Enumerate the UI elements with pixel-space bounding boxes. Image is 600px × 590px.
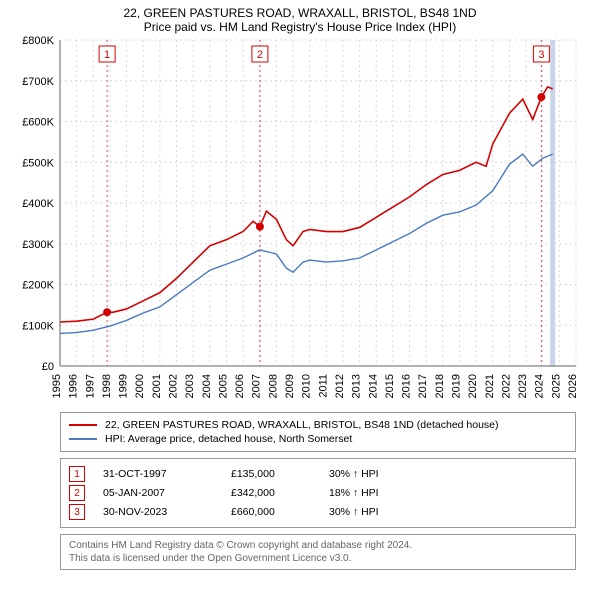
y-tick-label: £700K [22,76,54,88]
sale-diff: 18% ↑ HPI [329,487,409,499]
y-tick-label: £200K [22,280,54,292]
sale-marker-dot [103,308,111,316]
x-tick-label: 2004 [201,374,213,398]
attribution-line2: This data is licensed under the Open Gov… [69,552,567,565]
sale-row-badge: 2 [69,485,85,501]
x-tick-label: 2018 [434,374,446,398]
sale-diff: 30% ↑ HPI [329,506,409,518]
sale-row-badge: 1 [69,466,85,482]
y-tick-label: £0 [42,361,54,373]
y-tick-label: £300K [22,239,54,251]
attribution: Contains HM Land Registry data © Crown c… [60,534,576,570]
x-tick-label: 2002 [168,374,180,398]
x-tick-label: 2007 [251,374,263,398]
x-tick-label: 2021 [484,374,496,398]
sale-row-badge: 3 [69,504,85,520]
x-tick-label: 2026 [567,374,579,398]
y-tick-label: £400K [22,198,54,210]
sale-diff: 30% ↑ HPI [329,468,409,480]
sale-date: 31-OCT-1997 [103,468,213,480]
sale-row: 3 30-NOV-2023 £660,000 30% ↑ HPI [69,504,567,520]
sale-price: £660,000 [231,506,311,518]
x-tick-label: 2022 [500,374,512,398]
x-tick-label: 1998 [101,374,113,398]
x-tick-label: 2015 [384,374,396,398]
x-tick-label: 2014 [367,374,379,398]
y-tick-label: £100K [22,320,54,332]
attribution-line1: Contains HM Land Registry data © Crown c… [69,539,567,552]
x-tick-label: 2020 [467,374,479,398]
x-tick-label: 2011 [317,374,329,398]
x-tick-label: 2017 [417,374,429,398]
legend-swatch [69,438,97,440]
legend-item: HPI: Average price, detached house, Nort… [69,433,567,445]
y-tick-label: £500K [22,157,54,169]
sale-marker-dot [256,223,264,231]
price-chart: £0 £100K £200K £300K £400K £500K £600K £700K £80… [0,36,600,406]
sale-badge-number: 2 [257,49,263,61]
title-line2: Price paid vs. HM Land Registry's House … [10,20,590,34]
legend-label: HPI: Average price, detached house, Nort… [105,433,352,445]
x-tick-label: 2019 [450,374,462,398]
x-tick-label: 2025 [550,374,562,398]
legend-label: 22, GREEN PASTURES ROAD, WRAXALL, BRISTO… [105,419,499,431]
sale-price: £342,000 [231,487,311,499]
legend-item: 22, GREEN PASTURES ROAD, WRAXALL, BRISTO… [69,419,567,431]
x-tick-label: 2001 [151,374,163,398]
sale-date: 30-NOV-2023 [103,506,213,518]
x-tick-label: 2012 [334,374,346,398]
x-tick-label: 2006 [234,374,246,398]
title-line1: 22, GREEN PASTURES ROAD, WRAXALL, BRISTO… [10,6,590,20]
x-tick-label: 2000 [134,374,146,398]
sales-table: 1 31-OCT-1997 £135,000 30% ↑ HPI 2 05-JAN-200… [60,458,576,528]
sale-price: £135,000 [231,468,311,480]
x-tick-label: 2024 [534,374,546,398]
x-tick-label: 2009 [284,374,296,398]
y-tick-label: £600K [22,117,54,129]
x-tick-label: 2010 [301,374,313,398]
sale-row: 1 31-OCT-1997 £135,000 30% ↑ HPI [69,466,567,482]
sale-marker-dot [537,93,545,101]
sale-badge-number: 1 [104,49,110,61]
x-tick-label: 2016 [401,374,413,398]
sale-badge-number: 3 [538,49,544,61]
x-tick-label: 2013 [351,374,363,398]
chart-title: 22, GREEN PASTURES ROAD, WRAXALL, BRISTO… [0,0,600,36]
x-tick-label: 2008 [267,374,279,398]
x-tick-label: 1996 [68,374,80,398]
x-tick-label: 2023 [517,374,529,398]
sale-date: 05-JAN-2007 [103,487,213,499]
x-tick-label: 1995 [51,374,63,398]
x-tick-label: 2003 [184,374,196,398]
x-tick-label: 2005 [217,374,229,398]
legend: 22, GREEN PASTURES ROAD, WRAXALL, BRISTO… [60,412,576,452]
legend-swatch [69,424,97,426]
sale-row: 2 05-JAN-2007 £342,000 18% ↑ HPI [69,485,567,501]
y-tick-label: £800K [22,36,54,47]
x-tick-label: 1999 [118,374,130,398]
x-tick-label: 1997 [84,374,96,398]
